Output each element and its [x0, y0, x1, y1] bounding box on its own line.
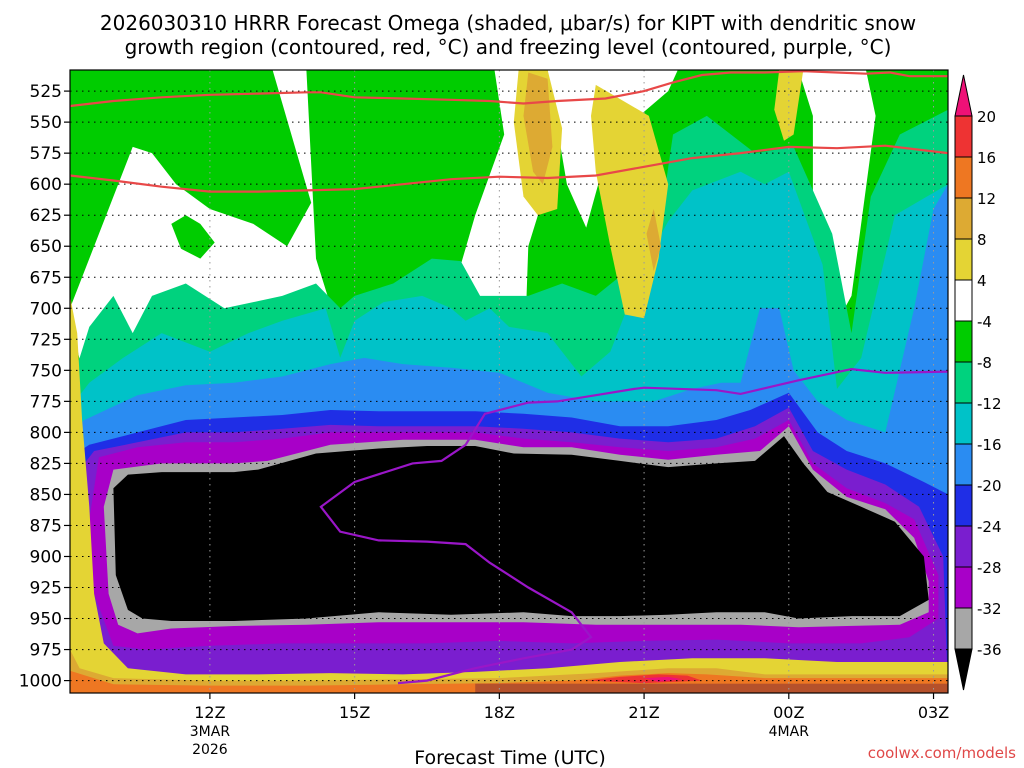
ground-band — [475, 683, 948, 693]
y-tick-label: 850 — [30, 485, 62, 505]
y-tick-label: 775 — [30, 392, 62, 412]
y-tick-label: 1000 — [19, 672, 62, 692]
legend-swatch — [954, 320, 973, 363]
omega-region-17 — [523, 72, 553, 185]
omega-region-3 — [306, 70, 505, 321]
omega-region-22 — [644, 676, 683, 682]
legend-label: -36 — [977, 641, 1002, 659]
x-tick-label: 12Z — [194, 703, 225, 722]
legend-label: -20 — [977, 477, 1002, 495]
legend-swatch — [954, 525, 973, 568]
chart-title-line2: growth region (contoured, red, °C) and f… — [125, 35, 892, 59]
x-tick-label: 15Z — [339, 703, 370, 722]
legend-label: -24 — [977, 518, 1002, 536]
y-tick-label: 725 — [30, 330, 62, 350]
y-tick-label: 650 — [30, 237, 62, 257]
plot-area — [70, 70, 948, 693]
x-axis: 12Z 3MAR 2026 15Z 18Z 21Z 00Z 4MAR 03Z — [190, 693, 949, 758]
y-tick-label: 700 — [30, 299, 62, 319]
contours — [70, 70, 948, 685]
legend-label: 12 — [977, 190, 996, 208]
x-tick-date: 3MAR — [190, 724, 231, 740]
gridlines — [70, 70, 948, 693]
legend-label: 16 — [977, 149, 996, 167]
legend-label: -8 — [977, 354, 992, 372]
legend-label: 4 — [977, 272, 987, 290]
legend-label: -28 — [977, 559, 1002, 577]
legend-swatch — [954, 115, 973, 158]
y-tick-label: 625 — [30, 206, 62, 226]
legend-label: -16 — [977, 436, 1002, 454]
y-tick-label: 600 — [30, 175, 62, 195]
dgz-contour-1 — [70, 144, 948, 193]
legend-swatch — [954, 197, 973, 240]
omega-shading — [70, 70, 948, 693]
x-axis-label: Forecast Time (UTC) — [414, 747, 605, 768]
omega-region-18 — [646, 209, 661, 271]
y-tick-label: 800 — [30, 423, 62, 443]
y-tick-label: 925 — [30, 579, 62, 599]
plot-frame — [69, 69, 949, 694]
x-tick-label: 03Z — [918, 703, 949, 722]
legend-swatch — [954, 238, 973, 281]
legend-swatch — [954, 443, 973, 486]
legend-swatch — [954, 484, 973, 527]
y-tick-label: 575 — [30, 144, 62, 164]
y-tick-label: 975 — [30, 641, 62, 661]
legend-label: 20 — [977, 108, 996, 126]
legend-swatch — [954, 566, 973, 609]
x-tick-date: 4MAR — [769, 724, 810, 740]
watermark: coolwx.com/models — [868, 744, 1016, 762]
x-tick-label: 18Z — [484, 703, 515, 722]
color-legend: 20 16 12 8 4 -4 -8 -12 -16 -20 -24 -28 -32 -36 — [954, 74, 1002, 691]
legend-label: -12 — [977, 395, 1002, 413]
legend-label: -32 — [977, 600, 1002, 618]
omega-region-14 — [591, 84, 669, 319]
y-tick-label: 875 — [30, 516, 62, 536]
legend-label: -4 — [977, 313, 992, 331]
y-tick-label: 550 — [30, 113, 62, 133]
omega-region-15 — [774, 70, 804, 141]
legend-swatch — [954, 156, 973, 199]
y-tick-label: 525 — [30, 82, 62, 102]
omega-region-2 — [171, 215, 215, 259]
y-tick-label: 825 — [30, 454, 62, 474]
omega-region-12 — [113, 436, 929, 621]
x-tick-label: 00Z — [773, 703, 804, 722]
x-tick-year: 2026 — [192, 742, 228, 758]
y-tick-label: 950 — [30, 610, 62, 630]
y-axis: 525 550 575 600 625 650 675 700 725 750 775 800 825 8… — [19, 82, 70, 692]
y-tick-label: 900 — [30, 547, 62, 567]
dgz-contour-0 — [70, 70, 948, 108]
y-tick-label: 750 — [30, 361, 62, 381]
legend-cap-top — [954, 74, 973, 117]
omega-region-21 — [586, 674, 702, 684]
legend-swatch — [954, 607, 973, 650]
legend-swatch — [954, 279, 973, 322]
legend-swatch — [954, 402, 973, 445]
legend-label: 8 — [977, 231, 987, 249]
legend-swatch — [954, 361, 973, 404]
y-tick-label: 675 — [30, 268, 62, 288]
freezing-level-contour-0 — [319, 367, 948, 685]
x-tick-label: 21Z — [628, 703, 659, 722]
legend-cap-bottom — [954, 648, 973, 691]
chart-title-line1: 2026030310 HRRR Forecast Omega (shaded, … — [100, 11, 916, 35]
